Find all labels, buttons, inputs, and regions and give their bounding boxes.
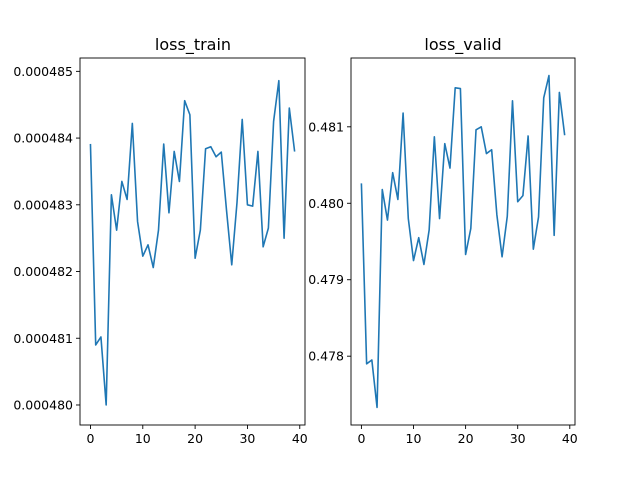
subplot-title: loss_train [155, 35, 231, 55]
y-tick-label: 0.000484 [13, 131, 73, 146]
x-tick-label: 40 [562, 431, 578, 446]
x-tick-label: 30 [239, 431, 255, 446]
subplot-loss-train: loss_train 0 10 20 30 40 0.000480 0.000481 0.00… [13, 35, 307, 446]
y-tick-label: 0.480 [308, 196, 344, 211]
y-tick-label: 0.000480 [13, 397, 73, 412]
y-tick-label: 0.000482 [13, 264, 73, 279]
y-tick-label: 0.000485 [13, 64, 73, 79]
series-line [89, 79, 296, 406]
x-tick-label: 0 [357, 431, 365, 446]
subplot-title: loss_valid [424, 35, 501, 55]
x-tick-label: 10 [406, 431, 422, 446]
y-tick-label: 0.481 [308, 119, 344, 134]
y-tick-label: 0.000481 [13, 331, 73, 346]
y-tick-label: 0.000483 [13, 197, 73, 212]
plot-frame [350, 57, 576, 426]
x-tick-label: 0 [86, 431, 94, 446]
x-tick-label: 20 [187, 431, 203, 446]
x-tick-label: 40 [292, 431, 308, 446]
x-tick-label: 10 [135, 431, 151, 446]
y-tick-label: 0.479 [308, 272, 344, 287]
series-line [360, 74, 566, 409]
subplot-loss-valid: loss_valid 0 10 20 30 40 0.478 0.479 0.480 0.481 [308, 35, 578, 446]
x-tick-label: 30 [510, 431, 526, 446]
x-tick-label: 20 [458, 431, 474, 446]
y-tick-label: 0.478 [308, 349, 344, 364]
plot-frame [79, 57, 306, 426]
